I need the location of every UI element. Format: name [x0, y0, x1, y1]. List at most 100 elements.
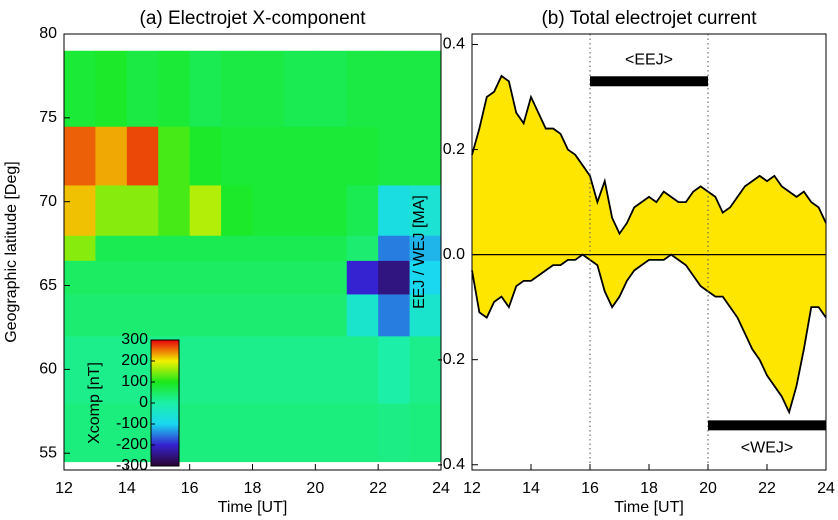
heat-cell	[346, 293, 379, 337]
area-fill	[472, 254, 826, 413]
heat-cell	[95, 126, 128, 186]
heat-cell	[95, 235, 128, 261]
heat-cell	[252, 235, 285, 261]
heat-cell	[189, 126, 222, 186]
heat-cell	[378, 126, 411, 186]
colorbar-tick-label: 200	[121, 352, 148, 369]
heat-cell	[64, 402, 96, 463]
x-tick-label: 20	[306, 480, 324, 497]
y-tick-label: 0.2	[443, 141, 465, 158]
heat-cell	[378, 335, 411, 404]
x-axis-label: Time [UT]	[218, 499, 288, 516]
heat-cell	[221, 402, 253, 463]
heat-cell	[283, 402, 316, 463]
heat-cell	[315, 50, 348, 127]
colorbar-tick-label: -300	[116, 457, 148, 474]
heat-cell	[158, 293, 191, 337]
heat-cell	[315, 335, 348, 404]
y-tick-label: 60	[39, 361, 57, 378]
heat-cell	[409, 50, 442, 127]
heat-cell	[315, 235, 348, 261]
heat-cell	[221, 235, 253, 261]
x-tick-label: 12	[55, 480, 73, 497]
heat-cell	[64, 126, 96, 186]
heat-cell	[409, 126, 442, 186]
x-tick-label: 14	[522, 480, 540, 497]
heat-cell	[315, 184, 348, 236]
y-tick-label: 70	[39, 193, 57, 210]
heat-cell	[315, 293, 348, 337]
heat-cell	[283, 50, 316, 127]
y-tick-label: 0.0	[443, 246, 465, 263]
chart-title: (b) Total electrojet current	[541, 8, 757, 29]
heat-cell	[252, 293, 285, 337]
y-tick-label: 0.4	[443, 36, 465, 53]
interval-label: <EEJ>	[625, 51, 673, 68]
y-tick-label: -0.4	[437, 456, 465, 473]
heat-cell	[346, 126, 379, 186]
heat-cell	[315, 260, 348, 295]
heat-cell	[378, 184, 411, 236]
heat-cell	[283, 184, 316, 236]
colorbar-label: Xcomp [nT]	[86, 362, 103, 444]
heat-cell	[126, 293, 159, 337]
x-tick-label: 20	[699, 480, 717, 497]
heat-cell	[315, 126, 348, 186]
colorbar-tick-label: 0	[139, 394, 148, 411]
heat-cell	[158, 235, 191, 261]
x-tick-label: 16	[181, 480, 199, 497]
heat-cell	[189, 402, 222, 463]
heat-cell	[95, 402, 128, 463]
x-tick-label: 18	[640, 480, 658, 497]
heat-cell	[283, 235, 316, 261]
heat-cell	[409, 235, 442, 261]
x-tick-label: 24	[817, 480, 835, 497]
heat-cell	[252, 335, 285, 404]
x-tick-label: 12	[463, 480, 481, 497]
heat-cell	[189, 293, 222, 337]
heat-cell	[283, 126, 316, 186]
heat-cell	[126, 126, 159, 186]
heat-cell	[221, 260, 253, 295]
heat-cell	[158, 126, 191, 186]
heat-cell	[409, 402, 442, 463]
x-tick-label: 22	[369, 480, 387, 497]
y-tick-label: 65	[39, 277, 57, 294]
heat-cell	[315, 402, 348, 463]
heat-cell	[378, 50, 411, 127]
heat-cell	[346, 335, 379, 404]
heat-cell	[283, 293, 316, 337]
heat-cell	[189, 335, 222, 404]
colorbar	[150, 339, 180, 467]
colorbar-tick-label: 300	[121, 331, 148, 348]
heat-cell	[252, 260, 285, 295]
line	[471, 253, 827, 415]
heat-cell	[252, 50, 285, 127]
heat-cell	[64, 235, 96, 261]
heat-cell	[221, 335, 253, 404]
heat-cell	[64, 260, 96, 295]
area-fill	[472, 76, 826, 255]
interval-label: <WEJ>	[741, 440, 793, 457]
x-tick-label: 16	[581, 480, 599, 497]
colorbar-tick-label: -200	[116, 436, 148, 453]
heat-cell	[346, 50, 379, 127]
heat-cell	[158, 184, 191, 236]
x-axis-label: Time [UT]	[614, 499, 684, 516]
heat-cell	[95, 184, 128, 236]
heat-cell	[409, 184, 442, 236]
heat-cell	[64, 293, 96, 337]
y-tick-label: -0.2	[437, 351, 465, 368]
heat-cell	[158, 50, 191, 127]
heat-cell	[126, 235, 159, 261]
heat-cell	[221, 50, 253, 127]
line	[471, 74, 827, 236]
y-axis-label: Geographic latitude [Deg]	[3, 161, 20, 342]
heat-cell	[189, 50, 222, 127]
heat-cell	[189, 260, 222, 295]
heat-cell	[189, 184, 222, 236]
heat-cell	[409, 293, 442, 337]
heat-cell	[283, 260, 316, 295]
heat-cell	[95, 293, 128, 337]
interval-bar	[708, 420, 826, 431]
